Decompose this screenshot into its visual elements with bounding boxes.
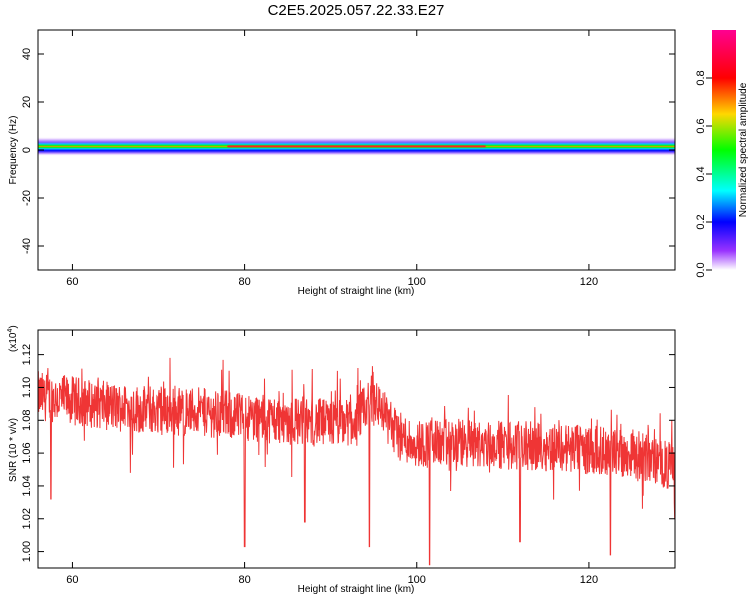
colorbar-tick-label: 0.8 (695, 70, 707, 85)
snr-x-tick-label: 120 (580, 574, 598, 586)
snr-x-tick-label: 60 (66, 574, 78, 586)
snr-y-tick-label: 1.00 (21, 541, 33, 562)
spectrogram-y-tick-label: -20 (21, 190, 33, 206)
colorbar-tick-label: 0.6 (695, 118, 707, 133)
snr-y-tick-label: 1.10 (21, 377, 33, 398)
snr-y-tick-label: 1.04 (21, 475, 33, 496)
snr-x-ticks: 60 80 100 120 (66, 330, 598, 586)
snr-series-line (38, 357, 675, 566)
spectrogram-y-label: Frequency (Hz) (8, 116, 19, 185)
spectrogram-y-tick-label: 40 (21, 48, 33, 60)
figure-title: C2E5.2025.057.22.33.E27 (268, 2, 445, 19)
colorbar-label: Normalized spectral amplitude (738, 82, 749, 217)
spectrogram-x-tick-label: 120 (580, 276, 598, 288)
colorbar-gradient (712, 30, 736, 270)
spectrogram-panel: 60 80 100 120 -40 -20 0 20 40 Height of straigh… (8, 29, 676, 297)
snr-y-tick-label: 1.12 (21, 344, 33, 365)
spectrogram-x-ticks: 60 80 100 120 (66, 30, 598, 288)
spectrogram-x-tick-label: 100 (408, 276, 426, 288)
spectrogram-y-tick-label: 20 (21, 96, 33, 108)
colorbar-tick-label: 0.2 (695, 214, 707, 229)
spectrogram-x-label: Height of straight line (km) (298, 286, 415, 297)
colorbar-ticks: 0.0 0.2 0.4 0.6 0.8 (695, 70, 712, 278)
snr-y-ticks: 1.00 1.02 1.04 1.06 1.08 1.10 1.12 (21, 344, 675, 562)
snr-y-tick-label: 1.06 (21, 442, 33, 463)
spectrogram-x-tick-label: 80 (238, 276, 250, 288)
snr-x-tick-label: 100 (408, 574, 426, 586)
snr-scale-label: (x104) (7, 325, 19, 352)
snr-x-label: Height of straight line (km) (298, 584, 415, 595)
snr-y-label: SNR (10 * v/v) (8, 418, 19, 482)
colorbar: 0.0 0.2 0.4 0.6 0.8 Normalized spectral ampl… (695, 30, 749, 278)
snr-y-tick-label: 1.08 (21, 410, 33, 431)
spectrogram-y-tick-label: 0 (21, 147, 33, 153)
colorbar-tick-label: 0.0 (695, 262, 707, 277)
snr-y-tick-label: 1.02 (21, 508, 33, 529)
spectrogram-x-tick-label: 60 (66, 276, 78, 288)
snr-x-tick-label: 80 (238, 574, 250, 586)
spectrogram-y-ticks: -40 -20 0 20 40 (21, 48, 675, 254)
colorbar-tick-label: 0.4 (695, 166, 707, 181)
snr-frame (37, 329, 676, 569)
snr-panel: 60 80 100 120 1.001.021.041.061.081.101.12 … (7, 325, 676, 595)
spectrogram-y-tick-label: -40 (21, 238, 33, 254)
